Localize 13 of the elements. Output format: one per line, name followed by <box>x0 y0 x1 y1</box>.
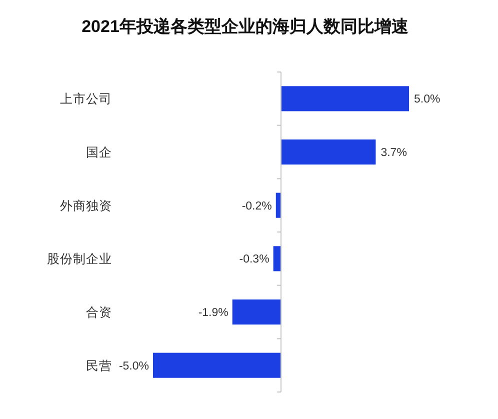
y-tick-label: 上市公司 <box>60 92 112 106</box>
data-label: -0.3% <box>239 254 270 266</box>
chart-title: 2021年投递各类型企业的海归人数同比增速 <box>82 17 408 36</box>
y-tick-label: 民营 <box>86 358 112 373</box>
data-label: -0.2% <box>242 200 272 212</box>
y-tick-label: 合资 <box>86 306 112 320</box>
y-tick-label: 国企 <box>86 146 112 160</box>
data-label: -5.0% <box>118 360 149 372</box>
y-tick-label: 股份制企业 <box>47 252 112 266</box>
y-tick-label: 外商独资 <box>60 198 112 213</box>
data-label: 5.0% <box>414 94 440 106</box>
data-label: -1.9% <box>198 307 228 319</box>
data-label: 3.7% <box>380 147 407 159</box>
